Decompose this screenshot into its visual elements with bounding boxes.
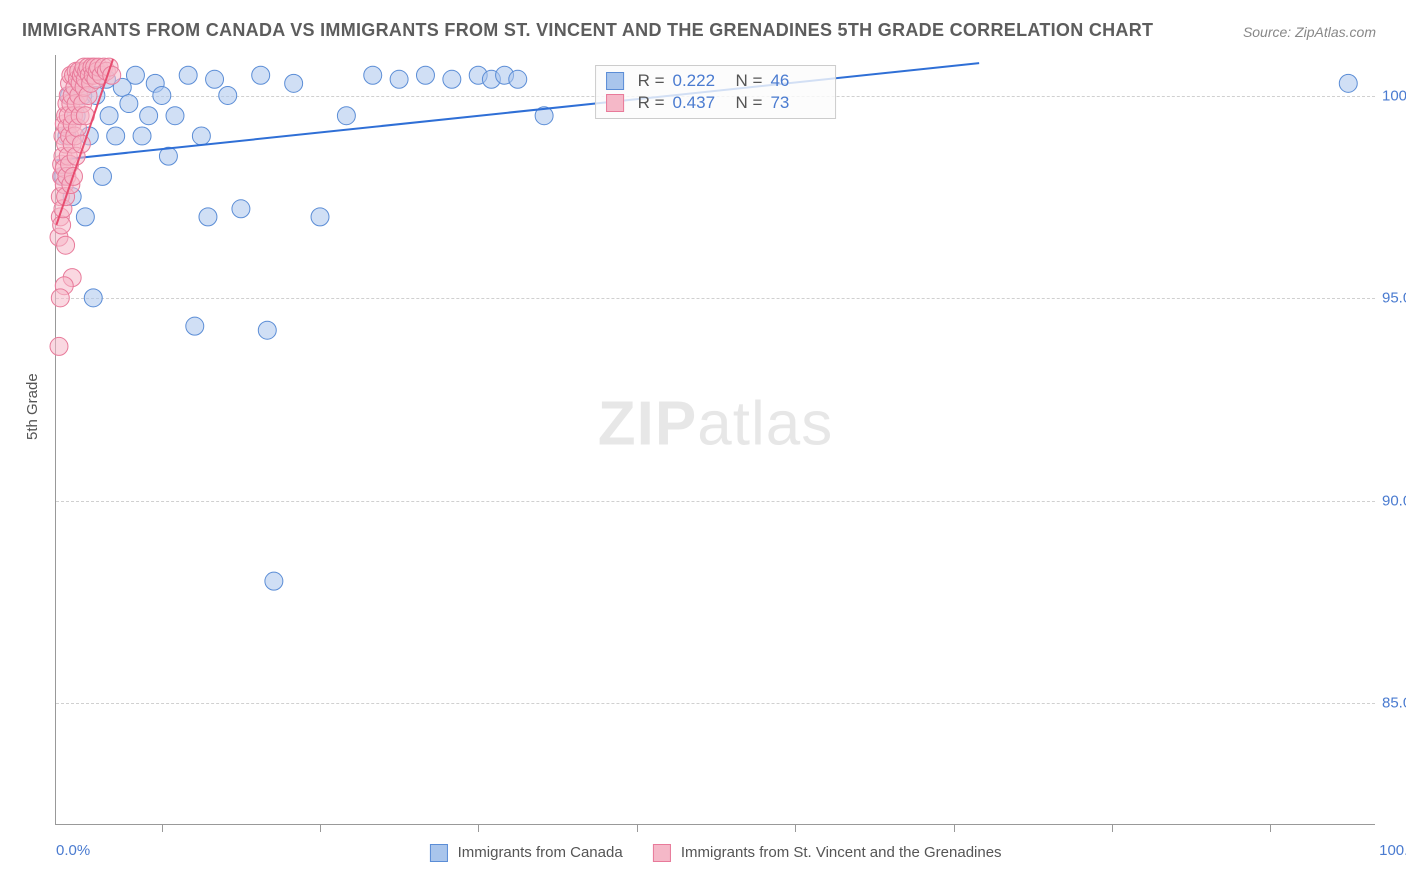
scatter-point-canada — [153, 86, 171, 104]
bottom-legend: Immigrants from Canada Immigrants from S… — [429, 844, 1001, 862]
x-minor-tick — [478, 824, 479, 832]
scatter-point-svg — [53, 216, 71, 234]
scatter-point-canada — [337, 107, 355, 125]
x-tick-min: 0.0% — [56, 842, 90, 859]
y-tick-label: 90.0% — [1382, 492, 1406, 509]
legend-swatch-canada — [429, 844, 447, 862]
scatter-point-canada — [285, 74, 303, 92]
y-tick-label: 95.0% — [1382, 290, 1406, 307]
x-minor-tick — [637, 824, 638, 832]
scatter-svg — [56, 55, 1375, 824]
x-minor-tick — [795, 824, 796, 832]
scatter-point-canada — [192, 127, 210, 145]
x-minor-tick — [162, 824, 163, 832]
stats-row-canada: R = 0.222 N = 46 — [606, 70, 826, 92]
scatter-point-canada — [1339, 74, 1357, 92]
x-minor-tick — [954, 824, 955, 832]
y-tick-label: 100.0% — [1382, 87, 1406, 104]
chart-title: IMMIGRANTS FROM CANADA VS IMMIGRANTS FRO… — [22, 20, 1153, 41]
x-minor-tick — [1112, 824, 1113, 832]
scatter-point-svg — [51, 289, 69, 307]
x-minor-tick — [320, 824, 321, 832]
scatter-point-canada — [199, 208, 217, 226]
source-label: Source: ZipAtlas.com — [1243, 24, 1376, 40]
scatter-point-canada — [311, 208, 329, 226]
scatter-point-canada — [126, 66, 144, 84]
x-minor-tick — [1270, 824, 1271, 832]
legend-item-svg: Immigrants from St. Vincent and the Gren… — [653, 844, 1002, 862]
scatter-point-canada — [120, 95, 138, 113]
scatter-point-canada — [107, 127, 125, 145]
x-tick-max: 100.0% — [1379, 842, 1406, 859]
scatter-point-canada — [94, 167, 112, 185]
scatter-point-canada — [219, 86, 237, 104]
y-tick-label: 85.0% — [1382, 695, 1406, 712]
scatter-point-canada — [76, 208, 94, 226]
swatch-canada — [606, 72, 624, 90]
scatter-point-canada — [140, 107, 158, 125]
scatter-point-canada — [258, 321, 276, 339]
scatter-point-canada — [166, 107, 184, 125]
scatter-point-canada — [206, 70, 224, 88]
stats-legend-box: R = 0.222 N = 46 R = 0.437 N = 73 — [595, 65, 837, 119]
scatter-point-canada — [509, 70, 527, 88]
scatter-point-canada — [265, 572, 283, 590]
scatter-point-canada — [390, 70, 408, 88]
scatter-point-svg — [57, 236, 75, 254]
scatter-point-canada — [416, 66, 434, 84]
scatter-point-canada — [364, 66, 382, 84]
scatter-point-canada — [232, 200, 250, 218]
scatter-point-svg — [50, 337, 68, 355]
scatter-point-canada — [84, 289, 102, 307]
scatter-point-canada — [133, 127, 151, 145]
scatter-point-canada — [179, 66, 197, 84]
scatter-point-canada — [443, 70, 461, 88]
y-axis-label: 5th Grade — [24, 373, 41, 440]
swatch-svg — [606, 94, 624, 112]
legend-swatch-svg — [653, 844, 671, 862]
scatter-point-canada — [100, 107, 118, 125]
stats-row-svg: R = 0.437 N = 73 — [606, 92, 826, 114]
legend-item-canada: Immigrants from Canada — [429, 844, 622, 862]
chart-plot-area: ZIPatlas R = 0.222 N = 46 R = 0.437 N = … — [55, 55, 1375, 825]
scatter-point-canada — [252, 66, 270, 84]
scatter-point-canada — [186, 317, 204, 335]
